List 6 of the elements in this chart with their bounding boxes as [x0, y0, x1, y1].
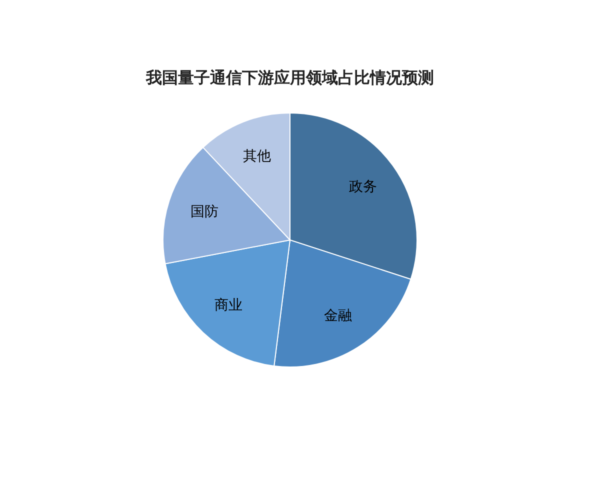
chart-title: 我国量子通信下游应用领域占比情况预测 — [145, 68, 434, 87]
slice-label: 国防 — [190, 204, 218, 220]
slice-label: 其他 — [242, 148, 271, 164]
slice-label: 商业 — [214, 298, 242, 314]
slice-label: 政务 — [348, 179, 377, 196]
slice-label: 金融 — [324, 308, 352, 324]
